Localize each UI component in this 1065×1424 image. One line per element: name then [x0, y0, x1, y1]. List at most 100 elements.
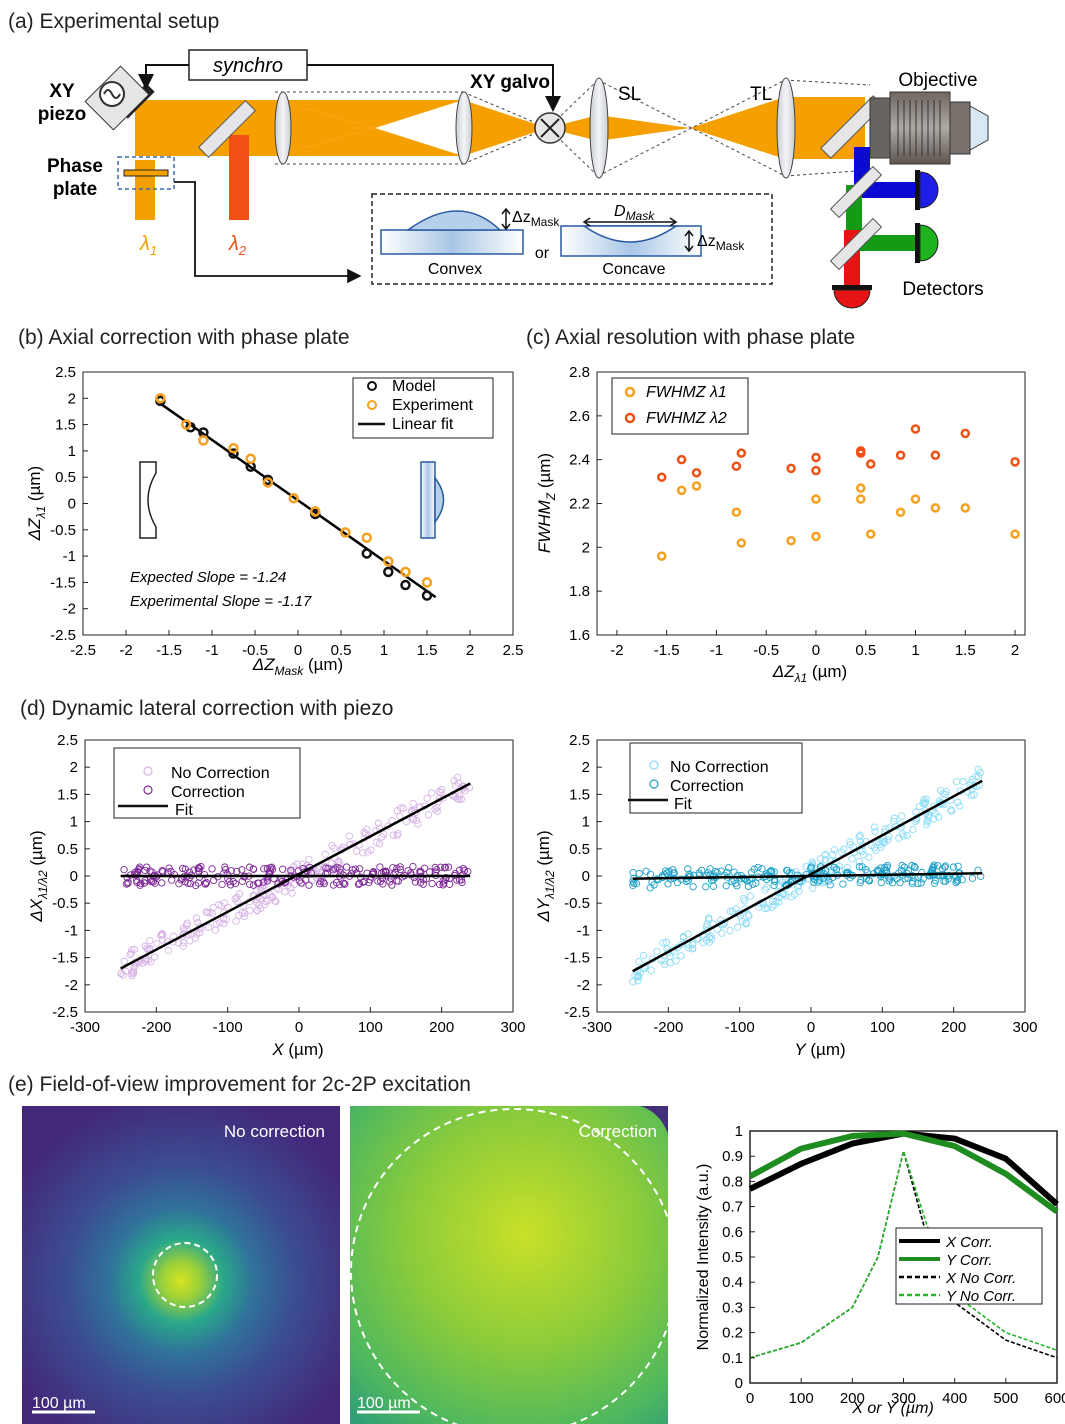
no-correction-point	[920, 796, 928, 804]
chart-b-xlabel: ΔZMask (µm)	[252, 655, 343, 678]
no-correction-point	[969, 775, 977, 783]
correction-point	[958, 876, 966, 884]
chart-c-xtick: 1	[911, 642, 919, 659]
data-point-model	[361, 548, 373, 559]
no-correction-point	[352, 847, 361, 855]
correction-point	[941, 862, 950, 870]
beam-mid2	[275, 128, 463, 156]
chart-e-xtick: 600	[1044, 1390, 1065, 1407]
chart-d2-ytick: -0.5	[564, 895, 590, 912]
no-correction-point	[455, 795, 463, 804]
no-correction-point	[164, 946, 172, 955]
chart-d2-ytick: 0	[582, 868, 590, 885]
chart-e-xtick: 500	[993, 1390, 1018, 1407]
no-correction-point	[121, 967, 130, 975]
data-point-fwhm-l2	[691, 468, 702, 478]
correction-point	[945, 871, 953, 880]
correction-point	[158, 867, 166, 875]
correction-point	[227, 867, 235, 875]
correction-point	[783, 866, 791, 874]
data-point-fwhm-l2	[656, 472, 667, 482]
no-correction-point	[321, 850, 329, 858]
no-correction-point	[414, 820, 422, 828]
correction-point	[339, 879, 348, 887]
correction-point	[179, 864, 187, 873]
no-correction-point	[117, 970, 125, 978]
no-correction-point	[375, 840, 384, 848]
no-correction-point	[872, 846, 880, 854]
no-correction-point	[328, 842, 336, 850]
chart-b-ytick: 1.5	[55, 417, 76, 434]
chart-c-xtick: 1.5	[955, 642, 976, 659]
correction-point	[877, 878, 885, 887]
no-correction-point	[802, 863, 810, 871]
chart-c-legend: FWHMZ λ1 FWHMZ λ2	[611, 377, 749, 435]
chart-d2-ytick: -1	[577, 922, 590, 939]
chart-c-ylabel: FWHMZ (µm)	[535, 453, 558, 553]
no-correction-point	[659, 939, 667, 947]
data-point-fwhm-l2	[736, 448, 747, 458]
expected-slope-annotation: Expected Slope = -1.24	[130, 569, 286, 586]
no-correction-point	[790, 890, 799, 898]
correction-point	[441, 864, 449, 872]
data-point-fwhm-l2	[910, 424, 921, 434]
correction-point	[728, 878, 736, 886]
data-point-fwhm-l1	[960, 503, 971, 513]
no-correction-point	[146, 937, 154, 945]
convex-plate	[380, 229, 524, 255]
correction-point	[202, 878, 211, 887]
chart-b-ytick: -2.5	[50, 627, 76, 644]
data-point-fwhm-l1	[811, 494, 821, 504]
no-correction-point	[367, 846, 375, 854]
no-correction-point	[222, 915, 230, 923]
legend-label-fwhm-l2: FWHMZ λ2	[646, 410, 727, 427]
correction-point	[359, 878, 367, 886]
correction-point	[396, 863, 404, 871]
no-correction-point	[437, 788, 445, 797]
correction-point	[411, 878, 420, 886]
chart-c-xlabel: ΔZλ1 (µm)	[772, 662, 847, 685]
no-correction-point	[431, 805, 439, 813]
no-correction-point	[782, 892, 790, 900]
no-correction-point	[158, 936, 167, 944]
no-correction-point	[931, 809, 940, 818]
scan-lens-label: SL	[618, 84, 641, 105]
chart-c-xtick: 2	[1011, 642, 1019, 659]
correction-point	[208, 865, 216, 873]
dichroic-mirror-1	[198, 100, 256, 158]
no-correction-point	[634, 977, 642, 985]
data-point-fwhm-l1	[731, 507, 742, 518]
no-correction-point	[361, 830, 370, 838]
chart-b-xtick: 0.5	[331, 642, 352, 659]
correction-point	[952, 879, 960, 887]
correction-point	[954, 862, 962, 870]
no-correction-point	[157, 931, 166, 939]
lambda1-beam	[135, 160, 155, 220]
chart-e-ytick: 0.9	[722, 1148, 743, 1165]
correction-point	[930, 861, 938, 869]
legend-label-no-correction-y: No Correction	[670, 759, 769, 776]
dichroic-mirror-4	[829, 217, 883, 271]
correction-point	[908, 861, 916, 870]
chart-d1-ytick: -0.5	[52, 895, 78, 912]
correction-point	[444, 863, 453, 871]
chart-b-ytick: -1.5	[50, 574, 76, 591]
no-correction-point	[396, 812, 404, 820]
no-correction-point	[196, 922, 204, 931]
no-correction-point	[647, 966, 655, 975]
correction-point	[360, 877, 368, 886]
data-point-fwhm-l1	[691, 481, 702, 491]
data-point-experiment	[155, 393, 166, 404]
correction-point	[635, 869, 643, 878]
correction-point	[194, 864, 202, 872]
panel-c-chart: FWHMZ λ1 FWHMZ λ2 ΔZλ1 (µm) FWHMZ (µm) -…	[535, 364, 1026, 685]
correction-point	[855, 863, 864, 871]
legend-label-correction: Correction	[171, 784, 245, 801]
xy-piezo-label-1: XY	[49, 81, 75, 102]
chart-e-ytick: 1	[735, 1123, 743, 1140]
correction-point	[238, 877, 246, 885]
correction-point	[770, 881, 778, 890]
data-point-fwhm-l1	[910, 494, 921, 504]
no-correction-point	[924, 816, 932, 824]
no-correction-point	[763, 883, 771, 892]
